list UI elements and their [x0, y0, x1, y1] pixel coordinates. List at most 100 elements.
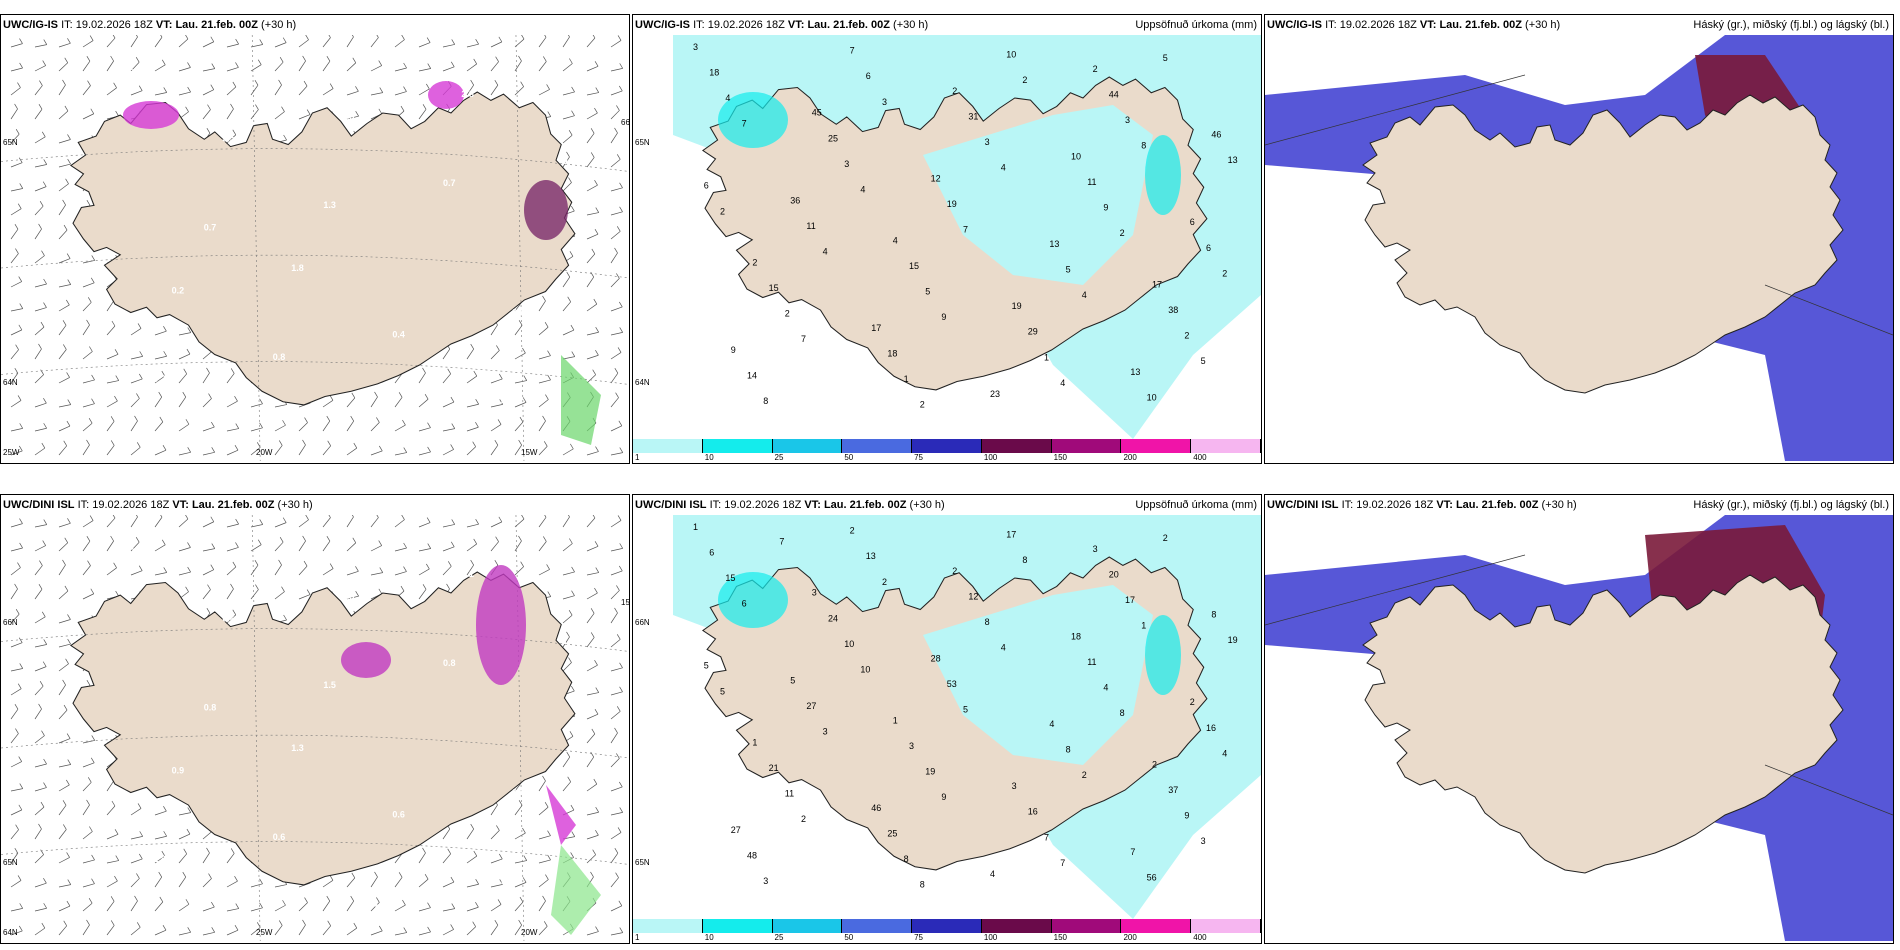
wind-barb	[346, 595, 359, 600]
value-label: 1.3	[323, 200, 336, 210]
value-label: 1	[893, 716, 898, 726]
wind-barb-feather	[305, 35, 309, 40]
wind-barb-feather	[282, 900, 286, 906]
value-label: 8	[920, 880, 925, 890]
wind-barb-feather	[378, 588, 383, 595]
wind-barb	[82, 40, 94, 48]
wind-barb	[298, 519, 309, 528]
wind-barb-feather	[161, 539, 166, 545]
wind-barb	[154, 330, 167, 336]
wind-barb	[34, 228, 42, 240]
wind-barb-feather	[235, 903, 240, 909]
wind-barb-feather	[114, 349, 119, 355]
wind-barb-feather	[619, 807, 624, 813]
wind-barb-feather	[138, 853, 143, 860]
wind-barb	[178, 451, 191, 456]
colorbar-swatch	[912, 919, 982, 933]
wind-barb	[586, 546, 599, 552]
wind-barb-feather	[543, 536, 547, 542]
wind-barb	[34, 589, 43, 600]
wind-barb-feather	[547, 830, 551, 836]
wind-barb-feather	[543, 921, 548, 927]
colorbar-label: 150	[1053, 453, 1068, 462]
wind-barb	[586, 451, 599, 456]
wind-barb	[490, 424, 502, 432]
wind-barb-feather	[470, 559, 474, 566]
wind-barb	[274, 404, 287, 408]
wind-barb	[418, 427, 431, 432]
wind-barb	[130, 836, 143, 840]
wind-barb-feather	[282, 517, 287, 523]
wind-barb-feather	[163, 806, 167, 812]
value-label: 7	[1060, 858, 1065, 868]
wind-barb	[418, 878, 429, 888]
wind-barb	[226, 929, 239, 936]
wind-barb-feather	[283, 134, 287, 141]
wind-barb-feather	[186, 828, 191, 835]
vt-value: Lau. 21.feb. 00Z	[807, 19, 890, 31]
wind-barb	[178, 903, 190, 912]
wind-barb	[178, 332, 191, 336]
colorbar-swatch	[702, 919, 773, 933]
wind-barb	[58, 925, 67, 936]
wind-barb-feather	[41, 250, 45, 256]
wind-barb-feather	[326, 56, 331, 62]
wind-barb	[490, 61, 499, 72]
wind-barb-feather	[571, 86, 575, 93]
wind-barb	[154, 929, 167, 936]
wind-barb-feather	[475, 399, 479, 405]
value-label: 1.5	[323, 680, 336, 690]
value-label: 46	[871, 803, 881, 813]
wind-barb-feather	[422, 584, 427, 590]
wind-barb	[490, 404, 503, 408]
wind-barb	[82, 565, 91, 576]
wind-barb-feather	[398, 872, 403, 878]
wind-barb	[178, 423, 190, 432]
wind-barb	[82, 444, 90, 456]
wind-barb	[274, 564, 282, 576]
wind-barb-feather	[327, 440, 331, 446]
wind-barb	[610, 90, 623, 96]
wind-barb-feather	[162, 925, 167, 931]
wind-barb	[10, 688, 22, 696]
colorbar-label: 50	[844, 933, 854, 942]
value-label: 1.6	[494, 876, 507, 886]
wind-barb	[514, 380, 527, 384]
value-label: 2	[785, 308, 790, 318]
wind-barb-feather	[185, 586, 189, 592]
wind-barb	[82, 379, 95, 384]
wind-barb	[58, 663, 69, 672]
wind-barb-feather	[473, 850, 478, 857]
wind-barb	[58, 445, 67, 456]
wind-barb	[610, 691, 623, 696]
value-label: 28	[931, 653, 941, 663]
value-label: 0.5	[342, 111, 355, 121]
value-label: 23	[990, 389, 1000, 399]
wind-barb-feather	[426, 563, 430, 570]
wind-barb-feather	[595, 350, 599, 356]
value-label: 8	[1141, 141, 1146, 151]
wind-barb-feather	[568, 177, 572, 183]
wind-barb-feather	[90, 108, 95, 114]
iceland-landmass	[1362, 94, 1844, 394]
wind-barb-feather	[545, 874, 549, 880]
wind-barb	[82, 324, 90, 336]
value-label: 6	[742, 599, 747, 609]
wind-barb-feather	[567, 515, 570, 518]
value-label: 48	[747, 851, 757, 861]
wind-barb-feather	[618, 301, 623, 308]
wind-barb-feather	[278, 559, 282, 566]
wind-barb-feather	[303, 80, 308, 87]
wind-barb	[34, 828, 42, 840]
wind-barb-feather	[66, 900, 71, 907]
wind-barb	[178, 353, 191, 360]
wind-barb	[226, 373, 235, 384]
value-label: 0.6	[273, 832, 286, 842]
wind-barb-feather	[232, 609, 237, 615]
wind-barb-feather	[183, 848, 188, 854]
wind-barb-feather	[43, 519, 48, 525]
value-label: 17	[1006, 529, 1016, 539]
wind-barb	[34, 109, 43, 120]
wind-barb-feather	[329, 395, 334, 401]
wind-barb	[10, 761, 22, 768]
